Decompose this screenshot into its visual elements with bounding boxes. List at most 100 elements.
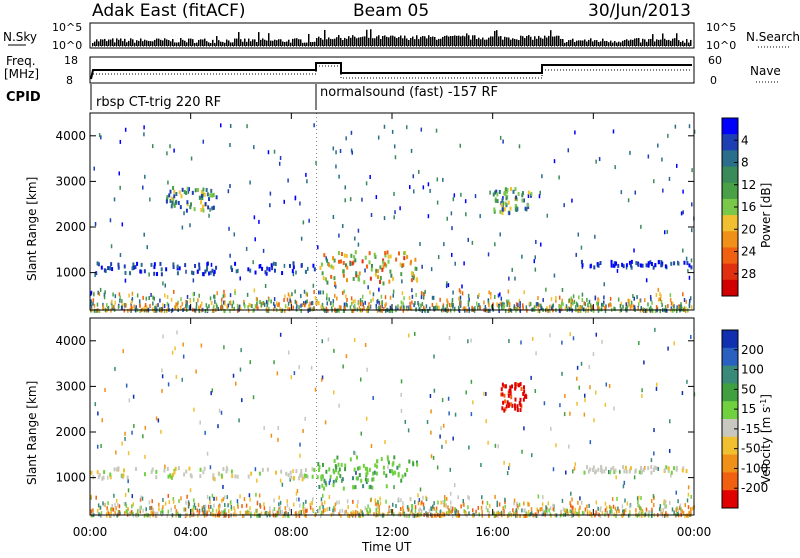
range-cell — [434, 305, 437, 310]
range-cell — [361, 302, 363, 307]
range-cell — [583, 301, 585, 306]
nsky-bar — [636, 38, 638, 46]
range-cell — [213, 476, 216, 481]
range-cell — [584, 309, 587, 314]
range-cell — [103, 295, 106, 300]
range-cell — [263, 425, 265, 430]
range-cell — [202, 139, 205, 144]
range-cell — [220, 297, 223, 302]
range-cell — [128, 398, 131, 403]
range-cell — [614, 506, 617, 511]
range-cell — [581, 263, 584, 268]
range-cell — [578, 513, 580, 518]
range-cell — [667, 133, 669, 138]
range-cell — [511, 384, 514, 389]
range-cell — [176, 511, 179, 516]
range-cell — [96, 470, 99, 475]
range-cell — [454, 306, 456, 311]
range-cell — [610, 467, 613, 472]
range-cell — [248, 511, 250, 516]
range-cell — [90, 509, 93, 514]
nsky-bar — [644, 39, 646, 46]
range-cell — [370, 213, 373, 218]
range-cell — [99, 505, 102, 510]
range-cell — [184, 263, 187, 268]
nsky-bar — [354, 36, 356, 46]
range-cell — [253, 215, 256, 220]
range-cell — [385, 263, 388, 268]
range-cell — [254, 467, 257, 472]
range-cell — [686, 379, 688, 384]
range-cell — [383, 262, 386, 267]
range-cell — [332, 511, 335, 516]
nsky-bar — [656, 39, 658, 46]
range-cell — [213, 269, 216, 274]
range-cell — [231, 474, 234, 479]
range-cell — [353, 338, 356, 343]
range-cell — [210, 193, 213, 198]
range-cell — [586, 511, 589, 516]
range-cell — [321, 474, 324, 479]
range-cell — [333, 505, 335, 510]
range-cell — [610, 507, 613, 512]
range-cell — [234, 288, 236, 293]
range-cell — [142, 295, 144, 300]
range-cell — [109, 218, 112, 223]
range-cell — [137, 509, 139, 514]
range-cell — [537, 494, 540, 499]
range-cell — [607, 303, 610, 308]
range-cell — [388, 308, 391, 313]
range-cell — [451, 513, 454, 518]
range-cell — [195, 306, 198, 311]
range-cell — [176, 330, 178, 335]
nsky-bar — [152, 41, 154, 46]
range-cell — [436, 200, 439, 205]
range-cell — [548, 508, 550, 513]
range-cell — [659, 504, 662, 509]
nsky-bar — [640, 42, 642, 46]
nsky-bar — [142, 41, 144, 46]
range-cell — [381, 304, 383, 309]
range-cell — [212, 473, 215, 478]
range-cell — [454, 510, 457, 515]
range-cell — [687, 514, 689, 519]
range-cell — [660, 510, 662, 515]
range-cell — [361, 294, 364, 299]
range-cell — [660, 299, 663, 304]
colorbar-swatch — [722, 347, 738, 367]
range-cell — [132, 502, 135, 507]
range-cell — [501, 205, 504, 210]
range-cell — [661, 303, 663, 308]
range-cell — [549, 333, 551, 338]
range-cell — [449, 491, 452, 496]
range-cell — [395, 257, 398, 262]
range-cell — [519, 402, 522, 407]
range-cell — [504, 497, 506, 502]
range-cell — [673, 341, 675, 346]
range-cell — [617, 297, 620, 302]
range-cell — [519, 382, 522, 387]
range-cell — [276, 303, 279, 308]
range-cell — [143, 132, 145, 137]
range-cell — [194, 308, 197, 313]
range-cell — [320, 497, 323, 502]
nsky-bar — [622, 40, 624, 46]
nsky-bar — [472, 35, 474, 46]
range-cell — [119, 139, 122, 144]
range-cell — [193, 291, 195, 296]
range-cell — [321, 483, 324, 488]
range-cell — [534, 389, 537, 394]
range-cell — [640, 496, 642, 501]
range-cell — [439, 434, 441, 439]
nsky-bar — [362, 36, 364, 46]
range-cell — [332, 483, 335, 488]
range-cell — [230, 265, 233, 270]
range-cell — [94, 402, 97, 407]
range-cell — [279, 332, 282, 337]
nsky-bar — [258, 32, 260, 46]
range-cell — [542, 508, 544, 513]
range-cell — [293, 502, 295, 507]
range-cell — [288, 507, 291, 512]
range-cell — [98, 472, 101, 477]
range-cell — [458, 296, 460, 301]
